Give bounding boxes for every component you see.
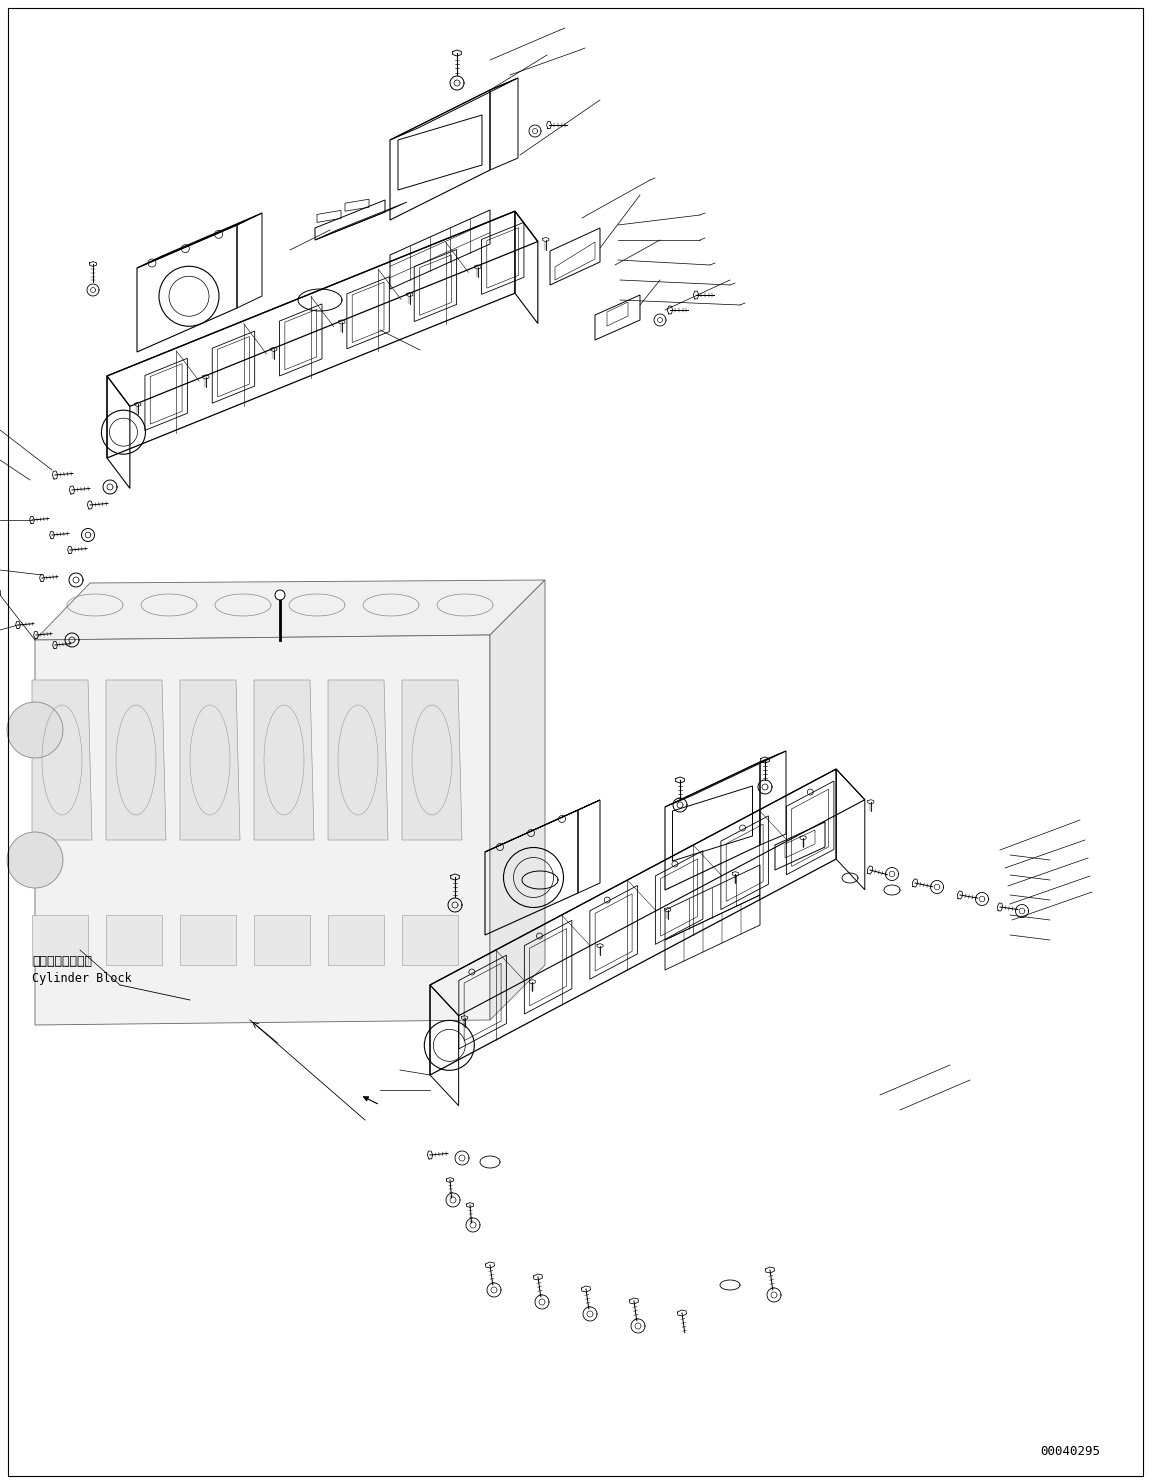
Polygon shape (254, 916, 310, 965)
Text: シリンダブロック: シリンダブロック (32, 956, 92, 968)
Polygon shape (180, 680, 241, 840)
Polygon shape (106, 916, 162, 965)
Circle shape (275, 591, 285, 600)
Polygon shape (180, 916, 236, 965)
Polygon shape (35, 635, 490, 1025)
Text: 00040295: 00040295 (1041, 1445, 1100, 1457)
Polygon shape (32, 916, 87, 965)
Polygon shape (32, 680, 92, 840)
Polygon shape (402, 680, 462, 840)
Text: Cylinder Block: Cylinder Block (32, 972, 131, 985)
Circle shape (7, 833, 63, 887)
Polygon shape (402, 916, 458, 965)
Polygon shape (328, 680, 388, 840)
Polygon shape (254, 680, 314, 840)
Circle shape (7, 702, 63, 758)
Polygon shape (106, 680, 166, 840)
Polygon shape (35, 580, 546, 640)
Polygon shape (328, 916, 384, 965)
Polygon shape (490, 580, 546, 1020)
